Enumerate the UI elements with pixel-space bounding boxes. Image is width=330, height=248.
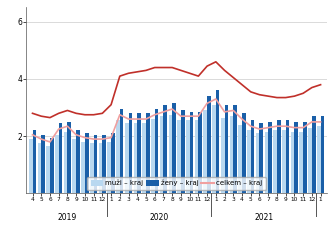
Bar <box>120 109 123 193</box>
Bar <box>33 130 36 193</box>
Bar <box>111 133 115 193</box>
Bar <box>134 123 137 193</box>
Bar <box>55 135 59 193</box>
Bar <box>85 133 88 193</box>
Bar <box>303 122 307 193</box>
Bar <box>238 125 242 193</box>
Bar <box>116 121 120 193</box>
Bar <box>282 130 286 193</box>
Legend: muži – kraj, ženy – kraj, celkem – kraj: muži – kraj, ženy – kraj, celkem – kraj <box>87 177 266 190</box>
Bar <box>317 126 320 193</box>
Bar <box>137 113 141 193</box>
Bar <box>195 121 198 193</box>
Bar <box>155 109 158 193</box>
Bar <box>265 132 268 193</box>
Text: 2021: 2021 <box>254 213 274 222</box>
Bar <box>64 132 67 193</box>
Bar <box>251 121 254 193</box>
Bar <box>129 113 132 193</box>
Bar <box>94 135 97 193</box>
Bar <box>90 143 94 193</box>
Bar <box>230 116 233 193</box>
Bar <box>294 122 298 193</box>
Bar <box>59 123 62 193</box>
Bar <box>73 139 76 193</box>
Bar <box>221 118 224 193</box>
Bar <box>107 142 111 193</box>
Bar <box>29 139 33 193</box>
Bar <box>312 116 315 193</box>
Bar <box>198 112 202 193</box>
Bar <box>125 123 129 193</box>
Bar <box>242 113 246 193</box>
Bar <box>177 121 181 193</box>
Bar <box>259 123 263 193</box>
Bar <box>76 130 80 193</box>
Bar <box>207 96 211 193</box>
Bar <box>203 110 207 193</box>
Bar <box>50 138 54 193</box>
Bar <box>38 143 41 193</box>
Bar <box>286 121 289 193</box>
Bar <box>277 121 280 193</box>
Bar <box>308 128 312 193</box>
Bar <box>247 130 251 193</box>
Bar <box>256 133 259 193</box>
Text: 2019: 2019 <box>58 213 77 222</box>
Bar <box>102 135 106 193</box>
Bar <box>160 116 163 193</box>
Bar <box>169 115 172 193</box>
Bar <box>224 105 228 193</box>
Bar <box>146 113 150 193</box>
Text: 2020: 2020 <box>149 213 169 222</box>
Bar <box>233 105 237 193</box>
Bar <box>181 110 184 193</box>
Bar <box>142 123 146 193</box>
Bar <box>81 142 85 193</box>
Bar <box>273 130 277 193</box>
Bar <box>299 132 303 193</box>
Bar <box>291 132 294 193</box>
Bar <box>99 143 102 193</box>
Bar <box>67 122 71 193</box>
Bar <box>186 121 190 193</box>
Bar <box>190 112 193 193</box>
Bar <box>151 119 155 193</box>
Bar <box>172 103 176 193</box>
Bar <box>41 135 45 193</box>
Bar <box>268 122 272 193</box>
Bar <box>163 105 167 193</box>
Bar <box>320 116 324 193</box>
Bar <box>46 146 50 193</box>
Bar <box>216 91 219 193</box>
Bar <box>212 105 216 193</box>
